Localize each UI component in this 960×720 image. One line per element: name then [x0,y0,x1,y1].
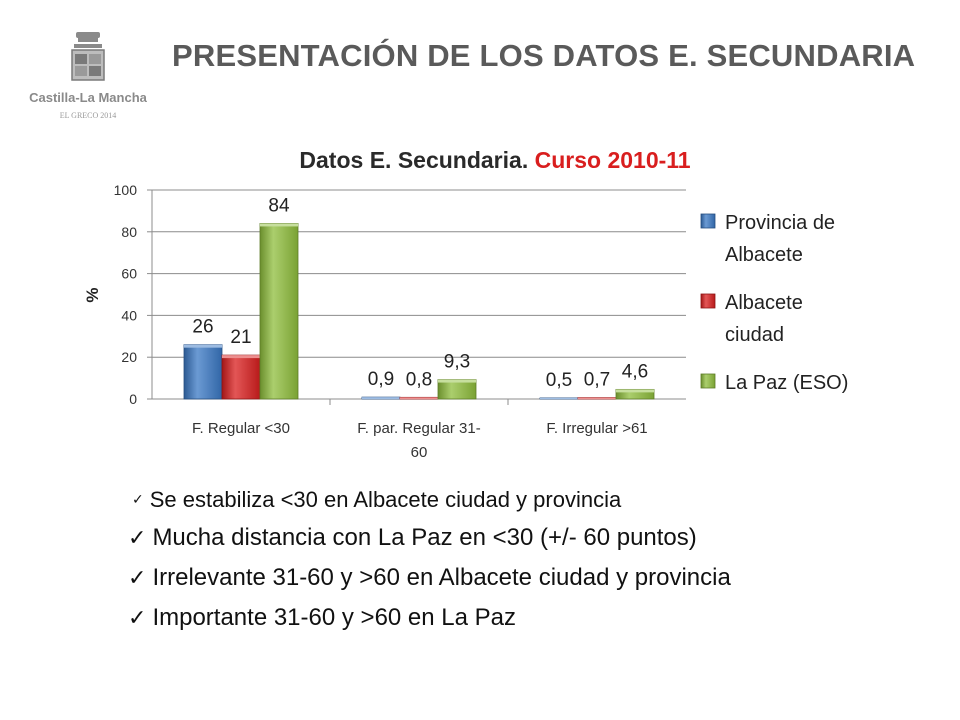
legend-entry: Albacete [725,244,803,266]
y-tick-label: 40 [121,307,137,323]
bar-top-highlight [578,397,616,399]
legend-swatch [700,213,716,229]
bar [221,354,261,400]
bar-chart: Datos E. Secundaria. Curso 2010-11 0 20 40 6… [83,147,848,461]
data-label: 0,9 [368,369,394,390]
data-label: 0,8 [406,369,432,390]
bullet-text: Importante 31-60 y >60 en La Paz [152,604,517,631]
bullet-text: Se estabiliza <30 en Albacete ciudad y p… [149,487,622,512]
data-label: 4,6 [622,361,648,382]
chart-title-main: Datos E. Secundaria. [299,147,534,173]
data-label: 0,5 [546,370,572,391]
bullet-item: ✓ Importante 31-60 y >60 en La Paz [128,598,731,638]
data-label: 0,7 [584,370,610,391]
bullet-list: ✓ Se estabiliza <30 en Albacete ciudad y… [128,482,731,638]
checkmark-icon: ✓ [128,605,147,631]
checkmark-icon: ✓ [128,565,147,591]
bullet-item: ✓ Irrelevante 31-60 y >60 en Albacete ci… [128,558,731,598]
bar-top-highlight [616,389,654,393]
bar-top-highlight [540,397,578,399]
checkmark-icon: ✓ [128,525,147,551]
x-tick-label: 60 [411,444,428,461]
bar-top-highlight [438,379,476,383]
bullet-text: Irrelevante 31-60 y >60 en Albacete ciud… [152,564,731,591]
logo-subtitle: EL GRECO 2014 [60,111,117,120]
x-tick-label: F. par. Regular 31- [357,420,480,437]
bar-top-highlight [184,344,222,348]
bar [259,223,299,400]
bar-top-highlight [222,355,260,359]
checkmark-icon: ✓ [132,492,144,508]
legend-entry: La Paz (ESO) [725,372,848,394]
chart-title: Datos E. Secundaria. Curso 2010-11 [299,147,690,173]
bullet-text: Mucha distancia con La Paz en <30 (+/- 6… [152,524,697,551]
bullet-item: ✓ Se estabiliza <30 en Albacete ciudad y… [128,482,731,518]
y-tick-label: 0 [129,391,137,407]
data-label: 84 [268,195,290,216]
logo-name: Castilla-La Mancha [29,90,148,105]
legend-entry: Provincia de [725,212,835,234]
x-tick-label: F. Regular <30 [192,420,290,437]
page-title: PRESENTACIÓN DE LOS DATOS E. SECUNDARIA [172,38,916,73]
legend-swatch [700,293,716,309]
data-label: 9,3 [444,352,470,373]
bar-top-highlight [260,223,298,227]
castilla-la-mancha-logo: Castilla-La Mancha EL GRECO 2014 [29,32,148,120]
castle-crown-icon [71,32,105,81]
legend-entry: Albacete [725,292,803,314]
bar-top-highlight [400,397,438,399]
x-tick-label: F. Irregular >61 [546,420,647,437]
bullet-item: ✓ Mucha distancia con La Paz en <30 (+/-… [128,518,731,558]
y-axis-label: % [83,287,102,302]
data-label: 21 [230,327,251,348]
legend-entry: ciudad [725,324,784,346]
chart-title-highlight: Curso 2010-11 [535,147,691,173]
legend-swatch [700,373,716,389]
y-tick-label: 100 [114,182,138,198]
bar-top-highlight [362,397,400,399]
y-tick-label: 80 [121,224,137,240]
data-label: 26 [192,317,213,338]
bar [183,344,223,400]
y-tick-label: 20 [121,349,137,365]
y-tick-label: 60 [121,266,137,282]
